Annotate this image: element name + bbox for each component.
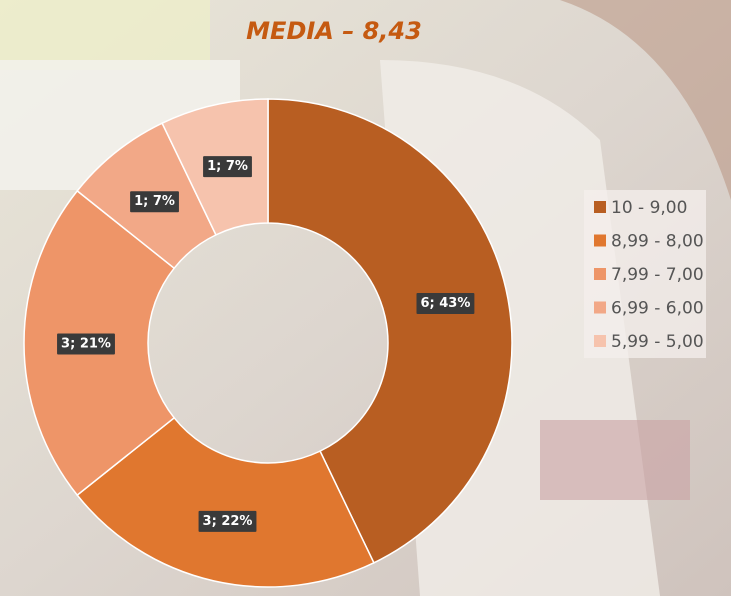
legend-swatch <box>594 302 606 314</box>
legend-label: 10 - 9,00 <box>611 198 687 218</box>
background-shape <box>0 0 210 70</box>
legend-swatch <box>594 268 606 280</box>
legend-swatch <box>594 201 606 213</box>
chart: MEDIA – 8,43 6; 43% 3; 22% 3; 21% 1; 7% 1; 7… <box>0 0 731 596</box>
background-shape <box>540 420 690 500</box>
legend-label: 6,99 - 6,00 <box>611 299 704 319</box>
legend-label: 5,99 - 5,00 <box>611 332 704 352</box>
chart-title: MEDIA – 8,43 <box>246 17 422 45</box>
data-label: 3; 21% <box>61 337 111 352</box>
data-label: 1; 7% <box>134 194 175 209</box>
page: {"chart_data": {"type": "donut", "title"… <box>0 0 731 596</box>
legend-swatch <box>594 335 606 347</box>
legend-label: 7,99 - 7,00 <box>611 265 704 285</box>
legend-swatch <box>594 235 606 247</box>
legend-label: 8,99 - 8,00 <box>611 232 704 252</box>
data-label: 3; 22% <box>203 514 253 529</box>
data-label: 6; 43% <box>420 296 470 311</box>
data-label: 1; 7% <box>207 159 248 174</box>
